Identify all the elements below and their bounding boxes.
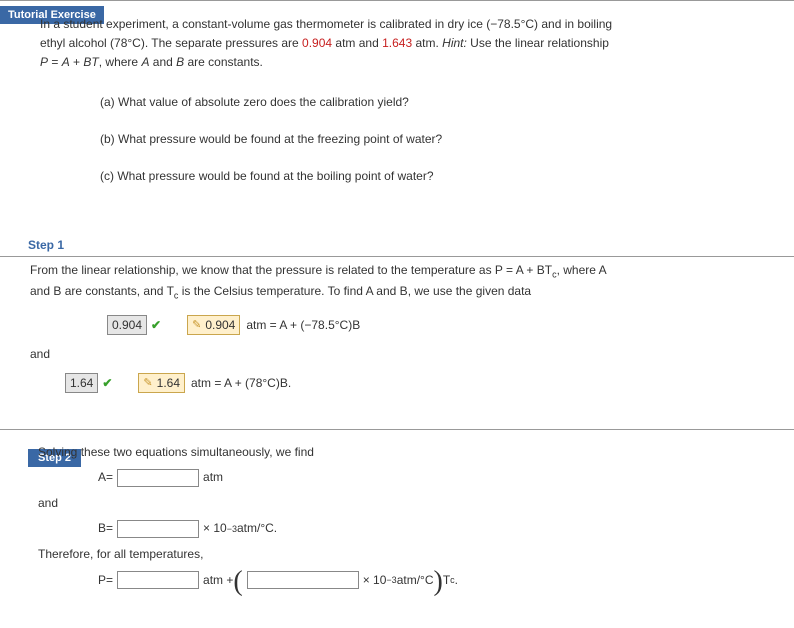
hint-label: Hint:: [442, 36, 467, 50]
equation-b: B = × 10−3 atm/°C.: [98, 518, 764, 540]
question-c: (c) What pressure would be found at the …: [100, 167, 754, 186]
pencil-icon: ✎: [143, 376, 152, 389]
equation-row-1: 0.904 ✔ ✎0.904 atm = A + (−78.5°C)B: [0, 309, 794, 341]
pencil-icon: ✎: [192, 318, 201, 331]
pressure-1: 0.904: [302, 36, 332, 50]
equation-p: P = atm + ( × 10−3 atm/°C ) Tc.: [98, 570, 764, 592]
check-icon: ✔: [102, 376, 112, 390]
and-2: and: [38, 493, 764, 515]
input-2[interactable]: 1.64: [65, 373, 98, 393]
check-icon: ✔: [151, 318, 161, 332]
formula-2: atm = A + (78°C)B.: [191, 376, 291, 390]
equation-a: A = atm: [98, 467, 764, 489]
input-1[interactable]: 0.904: [107, 315, 147, 335]
step1-label: Step 1: [0, 214, 794, 256]
input-a[interactable]: [117, 469, 199, 487]
answer-box-1: ✎0.904: [187, 315, 240, 335]
step2-body: Solving these two equations simultaneous…: [0, 430, 794, 616]
formula-1: atm = A + (−78.5°C)B: [246, 318, 360, 332]
question-b: (b) What pressure would be found at the …: [100, 130, 754, 149]
answer-box-2: ✎1.64: [138, 373, 185, 393]
intro-line1: In a student experiment, a constant-volu…: [40, 17, 612, 31]
step1-text: From the linear relationship, we know th…: [0, 257, 794, 309]
intro-line2a: ethyl alcohol (78°C). The separate press…: [40, 36, 302, 50]
problem-statement: In a student experiment, a constant-volu…: [0, 1, 794, 81]
question-a: (a) What value of absolute zero does the…: [100, 93, 754, 112]
input-p2[interactable]: [247, 571, 359, 589]
and-1: and: [0, 341, 794, 367]
input-b[interactable]: [117, 520, 199, 538]
input-p1[interactable]: [117, 571, 199, 589]
pressure-2: 1.643: [382, 36, 412, 50]
therefore-text: Therefore, for all temperatures,: [38, 544, 764, 566]
question-list: (a) What value of absolute zero does the…: [0, 81, 794, 215]
step2-intro: Solving these two equations simultaneous…: [38, 442, 764, 464]
equation-row-2: 1.64 ✔ ✎1.64 atm = A + (78°C)B.: [0, 367, 794, 399]
